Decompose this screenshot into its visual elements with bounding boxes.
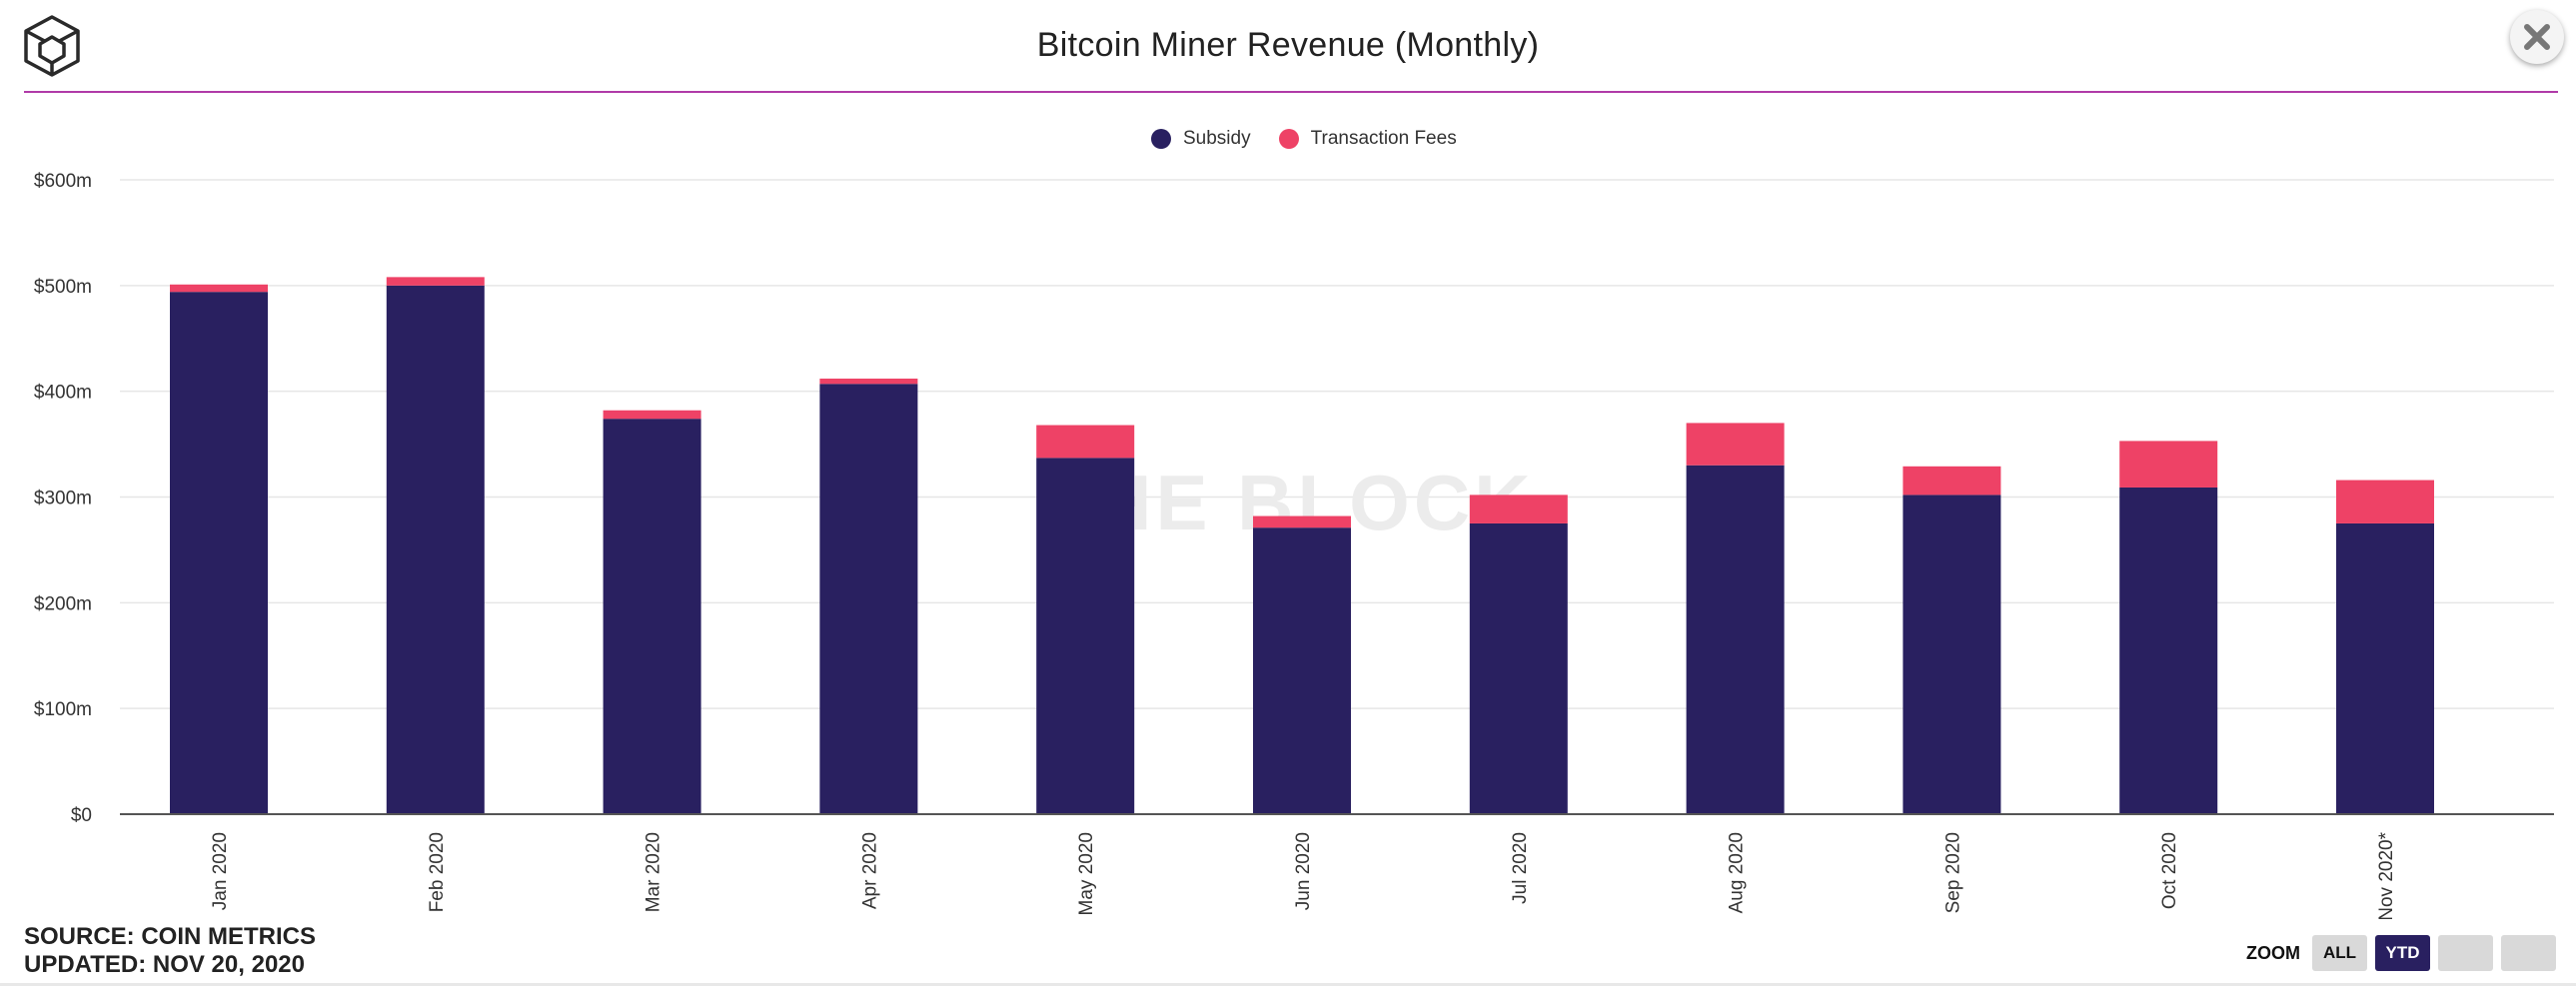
x-tick-label-2: Mar 2020 <box>644 832 664 912</box>
bar-fees-3 <box>819 378 918 385</box>
zoom-controls: ZOOM ALL YTD <box>2246 935 2556 971</box>
y-tick-label-400: $400m <box>34 383 92 404</box>
y-tick-label-600: $600m <box>34 171 92 192</box>
y-tick-label-100: $100m <box>34 699 92 720</box>
legend-item-subsidy[interactable]: Subsidy <box>1151 128 1251 150</box>
bar-fees-1 <box>386 277 485 286</box>
y-tick-label-200: $200m <box>34 593 92 614</box>
bar-fees-0 <box>170 284 268 293</box>
zoom-button-3[interactable] <box>2438 935 2493 971</box>
updated-text: UPDATED: NOV 20, 2020 <box>24 951 305 978</box>
bottom-divider <box>0 983 2576 986</box>
legend-swatch-subsidy <box>1151 129 1171 149</box>
x-tick-label-9: Oct 2020 <box>2159 832 2180 909</box>
close-button[interactable] <box>2510 10 2564 64</box>
title-divider <box>24 91 2558 93</box>
y-tick-label-500: $500m <box>34 277 92 298</box>
bar-fees-2 <box>603 410 701 420</box>
bar-fees-8 <box>1903 466 2001 496</box>
bar-fees-6 <box>1469 495 1568 523</box>
x-tick-label-4: May 2020 <box>1076 832 1097 915</box>
x-tick-label-7: Aug 2020 <box>1727 832 1748 913</box>
x-tick-label-10: Nov 2020* <box>2376 831 2397 919</box>
chart-legend: Subsidy Transaction Fees <box>1151 128 1457 150</box>
bar-fees-5 <box>1253 515 1351 528</box>
bar-subsidy-8 <box>1903 495 2001 814</box>
legend-item-transaction-fees[interactable]: Transaction Fees <box>1278 128 1457 150</box>
bar-subsidy-9 <box>2119 487 2218 814</box>
bar-subsidy-4 <box>1036 458 1135 814</box>
x-tick-label-1: Feb 2020 <box>427 832 448 912</box>
legend-swatch-transaction-fees <box>1278 129 1299 149</box>
y-tick-label-0: $0 <box>71 805 92 826</box>
x-tick-label-8: Sep 2020 <box>1942 832 1963 913</box>
bar-chart: THE BLOCK $0$100m$200m$300m$400m$500m$60… <box>34 171 2554 919</box>
legend-label-subsidy: Subsidy <box>1183 128 1251 149</box>
bar-subsidy-2 <box>603 419 701 814</box>
bar-fees-7 <box>1686 423 1785 466</box>
bar-subsidy-1 <box>386 285 485 814</box>
source-note: SOURCE: COIN METRICS UPDATED: NOV 20, 20… <box>24 923 316 979</box>
zoom-label: ZOOM <box>2246 942 2300 963</box>
source-text: SOURCE: COIN METRICS <box>24 923 317 950</box>
bar-fees-4 <box>1036 425 1135 459</box>
zoom-button-4[interactable] <box>2501 935 2556 971</box>
bar-fees-10 <box>2336 480 2434 523</box>
bar-subsidy-7 <box>1686 465 1785 814</box>
close-icon <box>2524 24 2550 50</box>
x-tick-label-5: Jun 2020 <box>1293 832 1314 910</box>
legend-label-transaction-fees: Transaction Fees <box>1310 128 1457 149</box>
chart-title: Bitcoin Miner Revenue (Monthly) <box>1036 26 1540 64</box>
bar-subsidy-3 <box>819 384 918 814</box>
zoom-all-button[interactable]: ALL <box>2312 935 2367 971</box>
bar-subsidy-6 <box>1469 522 1568 814</box>
x-tick-label-6: Jul 2020 <box>1510 832 1531 904</box>
bar-subsidy-5 <box>1253 527 1351 814</box>
x-tick-label-3: Apr 2020 <box>859 832 880 909</box>
x-tick-label-0: Jan 2020 <box>210 832 231 910</box>
the-block-logo-icon[interactable] <box>22 14 82 78</box>
bar-subsidy-0 <box>170 292 268 814</box>
y-tick-label-300: $300m <box>34 489 92 509</box>
bar-subsidy-10 <box>2336 522 2434 814</box>
zoom-ytd-button[interactable]: YTD <box>2375 935 2430 971</box>
bar-fees-9 <box>2119 441 2218 488</box>
